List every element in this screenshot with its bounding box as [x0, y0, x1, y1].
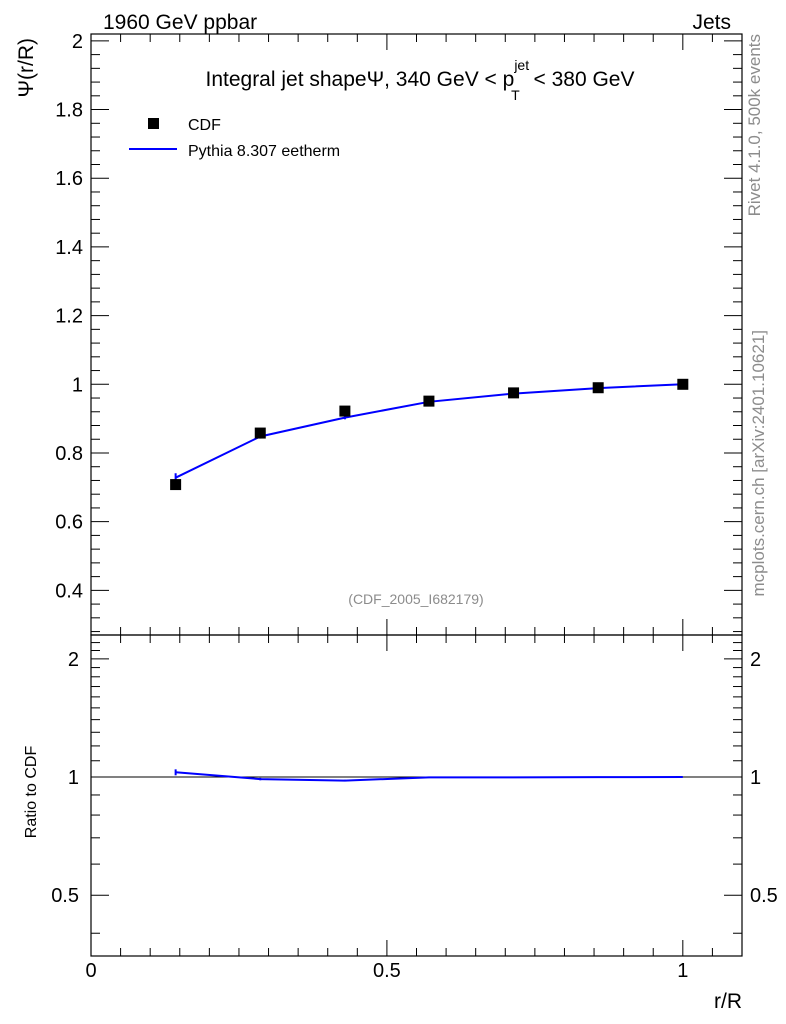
- ratio-y-tick-label-right: 1: [750, 767, 761, 789]
- ratio-plot-frame: [90, 634, 743, 957]
- x-tick-label: 0: [85, 960, 96, 982]
- header-category-label: Jets: [692, 11, 731, 34]
- cdf-data-point: [508, 387, 520, 399]
- main-y-tick-label: 0.4: [55, 580, 83, 602]
- chart-title-subscript: T: [511, 87, 520, 103]
- ratio-y-tick-label-left: 1: [68, 767, 79, 789]
- legend-pythia-label: Pythia 8.307 eetherm: [188, 143, 340, 160]
- ratio-y-tick-label-right: 0.5: [750, 885, 778, 907]
- main-y-tick-label: 2: [72, 31, 83, 53]
- main-y-tick-label: 1.8: [55, 100, 83, 122]
- ratio-axis-ticks: [90, 634, 743, 956]
- cdf-data-point: [677, 378, 689, 390]
- ratio-y-tick-labels: 0.5 0.5 1 1 2 2: [51, 649, 778, 907]
- ratio-plot-panel: 0.5 0.5 1 1 2 2 Ratio to CDF: [23, 634, 778, 957]
- chart-title-prefix: Integral jet shapeΨ, 340 GeV < p: [205, 68, 514, 91]
- main-y-tick-label: 1.6: [55, 168, 83, 190]
- main-y-tick-label: 0.8: [55, 443, 83, 465]
- main-plot-panel: 0.4 0.6 0.8 1 1.2 1.4 1.6 1.8 2 Integral jet sha…: [15, 31, 743, 636]
- cdf-data-point: [592, 382, 604, 394]
- chart-title: Integral jet shapeΨ, 340 GeV < pjet T < 3…: [205, 57, 634, 103]
- cdf-data-point: [339, 405, 351, 417]
- legend-cdf-label: CDF: [188, 117, 221, 134]
- pythia-ratio-line: [175, 771, 683, 782]
- y-axis-label: Ψ(r/R): [15, 38, 38, 98]
- cdf-data-point: [170, 479, 182, 491]
- main-y-tick-labels: 0.4 0.6 0.8 1 1.2 1.4 1.6 1.8 2: [55, 31, 83, 602]
- main-y-tick-label: 1.2: [55, 306, 83, 328]
- main-y-tick-label: 1: [72, 374, 83, 396]
- ratio-y-axis-label: Ratio to CDF: [23, 746, 40, 839]
- x-axis-label: r/R: [714, 990, 742, 1013]
- legend-cdf-marker: [148, 118, 159, 129]
- x-tick-label: 1: [677, 960, 688, 982]
- cdf-data-point: [423, 395, 435, 407]
- legend: CDF Pythia 8.307 eetherm: [129, 117, 340, 160]
- header-energy-label: 1960 GeV ppbar: [103, 11, 257, 34]
- x-tick-labels: 0 0.5 1: [85, 960, 688, 982]
- main-axis-ticks: [90, 34, 743, 635]
- ratio-y-tick-label-left: 0.5: [51, 885, 79, 907]
- rivet-version-label: Rivet 4.1.0, 500k events: [745, 34, 764, 216]
- x-tick-label: 0.5: [373, 960, 401, 982]
- ratio-y-tick-label-right: 2: [750, 649, 761, 671]
- cdf-data-point: [254, 427, 266, 439]
- main-y-tick-label: 0.6: [55, 512, 83, 534]
- chart-title-superscript: jet: [513, 57, 529, 73]
- mcplots-reference-label: mcplots.cern.ch [arXiv:2401.10621]: [749, 330, 768, 596]
- ratio-y-tick-label-left: 2: [68, 649, 79, 671]
- main-y-tick-label: 1.4: [55, 237, 83, 259]
- ratio-data-layer: [91, 769, 742, 782]
- analysis-id-watermark: (CDF_2005_I682179): [348, 591, 483, 607]
- main-data-layer: [170, 378, 689, 491]
- chart-title-suffix: < 380 GeV: [528, 68, 635, 91]
